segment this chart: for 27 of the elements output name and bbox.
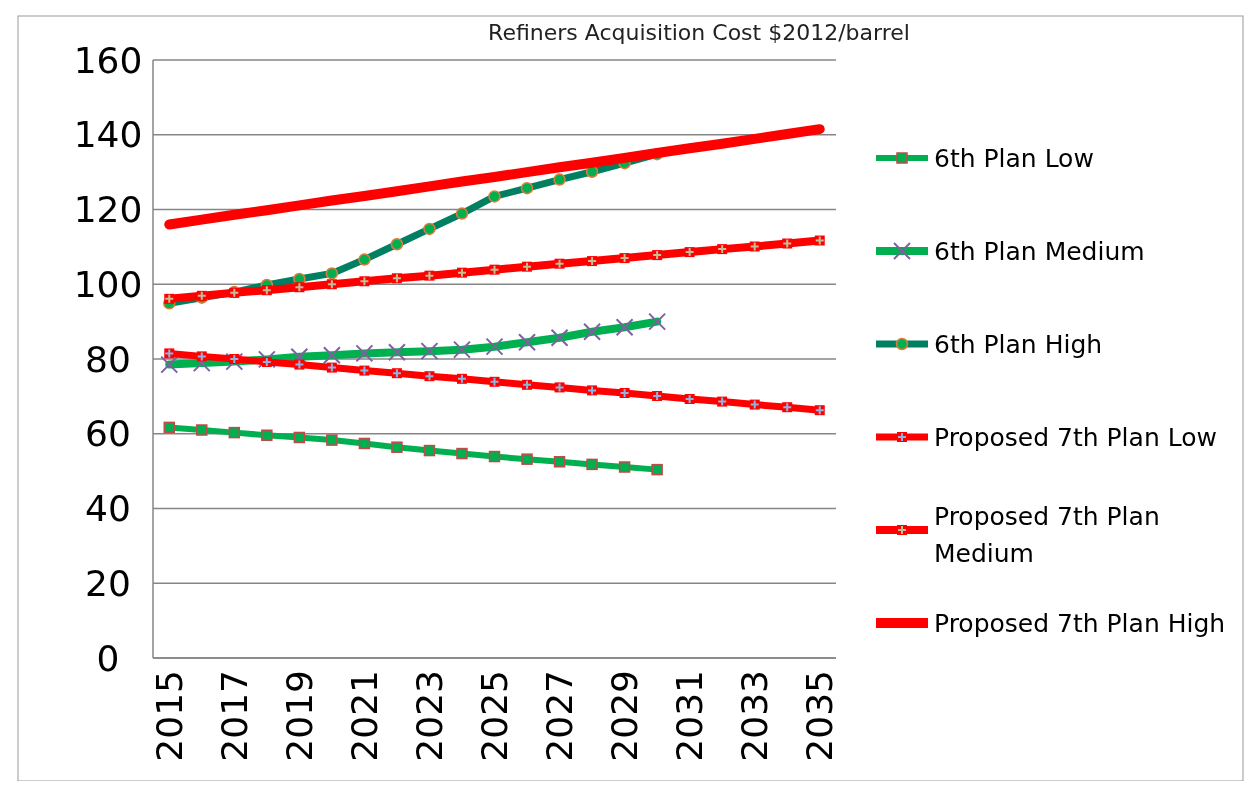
y-tick-label: 20: [85, 562, 131, 604]
y-tick-label: 80: [85, 338, 131, 380]
x-tick-label: 2017: [213, 670, 255, 762]
x-tick-label: 2035: [799, 670, 841, 762]
y-tick-label: 120: [73, 189, 143, 231]
legend-label: 6th Plan Low: [934, 143, 1094, 173]
legend-label: Proposed 7th Plan Medium: [934, 501, 1160, 569]
y-tick-label: 0: [96, 637, 120, 679]
y-tick-label: 100: [73, 263, 143, 305]
x-tick-label: 2015: [148, 670, 190, 762]
x-tick-label: 2031: [669, 670, 711, 762]
legend-label: 6th Plan Medium: [934, 236, 1145, 266]
x-tick-label: 2027: [539, 670, 581, 762]
x-tick-label: 2023: [409, 670, 451, 762]
legend-label: Proposed 7th Plan Low: [934, 422, 1217, 452]
y-tick-label: 160: [73, 39, 143, 81]
legend-label: Proposed 7th Plan High: [934, 608, 1226, 638]
y-tick-label: 40: [85, 488, 131, 530]
x-tick-label: 2019: [278, 670, 320, 762]
y-tick-label: 60: [85, 413, 131, 455]
chart-title: Refiners Acquisition Cost $2012/barrel: [488, 20, 910, 45]
x-tick-label: 2025: [474, 670, 516, 762]
y-tick-label: 140: [73, 114, 143, 156]
x-tick-label: 2029: [604, 670, 646, 762]
legend-label: 6th Plan High: [934, 329, 1103, 359]
x-tick-label: 2021: [344, 670, 385, 762]
x-tick-label: 2033: [734, 670, 776, 762]
